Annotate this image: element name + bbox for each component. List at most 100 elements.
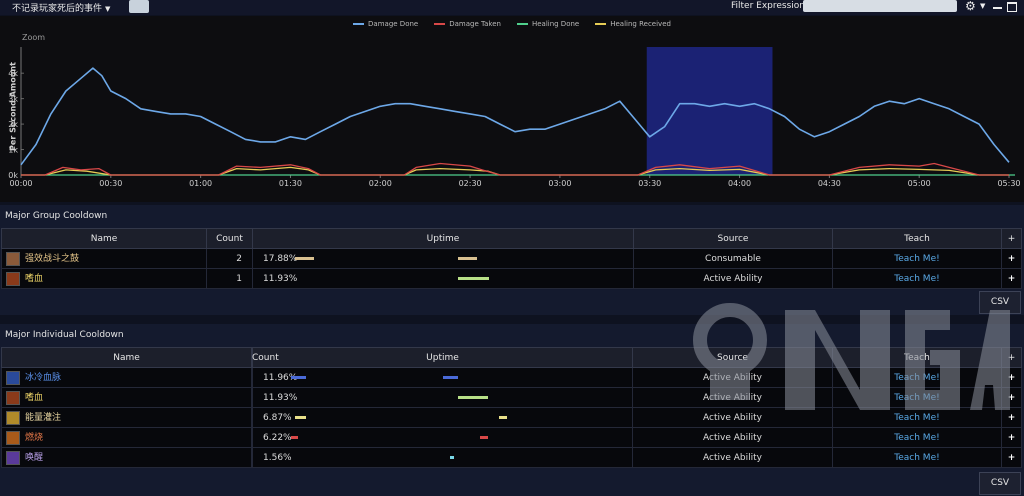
expand-row-button[interactable]: + (1001, 447, 1022, 468)
x-tick-label: 01:00 (189, 179, 212, 188)
spell-name[interactable]: 能量灌注 (25, 413, 62, 424)
uptime-bar (442, 376, 458, 379)
teach-me-link[interactable]: Teach Me! (894, 452, 940, 463)
y-tick-label: 1k (8, 146, 18, 155)
chart-legend: Damage Done Damage Taken Healing Done Heali… (0, 20, 1024, 28)
uptime-cell: 6.87% (252, 407, 633, 428)
spell-name[interactable]: 嗜血 (25, 274, 44, 285)
uptime-cell: 6.22% (252, 427, 633, 448)
uptime-bar (290, 376, 307, 379)
expand-row-button[interactable]: + (1001, 248, 1022, 269)
legend-label: Healing Done (531, 20, 580, 28)
x-tick-label: 04:30 (818, 179, 841, 188)
group-cooldown-title: Major Group Cooldown (5, 211, 108, 221)
teach-cell: Teach Me! (832, 367, 1002, 388)
col-header-source[interactable]: Source (633, 228, 833, 249)
x-tick-label: 00:00 (9, 179, 32, 188)
y-tick-label: 0k (8, 171, 18, 180)
cooldown-name-cell: 嗜血 (1, 268, 207, 289)
y-tick-label: 4k (8, 69, 18, 78)
spell-name[interactable]: 强效战斗之鼓 (25, 254, 80, 265)
csv-export-button[interactable]: CSV (979, 291, 1021, 314)
spell-name[interactable]: 冰冷血脉 (25, 373, 62, 384)
col-header-name[interactable]: Name (1, 347, 252, 368)
col-header-expand[interactable]: + (1001, 228, 1022, 249)
expand-row-button[interactable]: + (1001, 387, 1022, 408)
uptime-percent: 11.96% (263, 372, 298, 383)
x-tick-label: 04:00 (728, 179, 751, 188)
legend-item[interactable]: Damage Done (353, 20, 418, 28)
top-toolbar: 不记录玩家死后的事件 ▼ Filter Expression: ⚙ ▼ (0, 0, 1024, 15)
uptime-cell: 11.93% (252, 387, 633, 408)
col-header-teach[interactable]: Teach (832, 228, 1002, 249)
count-cell: 1 (206, 268, 253, 289)
col-header-uptime[interactable]: Uptime (252, 228, 634, 249)
legend-swatch (516, 23, 528, 25)
maximize-icon[interactable] (1007, 2, 1017, 12)
legend-label: Damage Done (368, 20, 419, 28)
legend-item[interactable]: Healing Received (595, 20, 671, 28)
uptime-bar (294, 257, 314, 260)
teach-cell: Teach Me! (832, 248, 1002, 269)
cooldown-name-cell: 能量灌注 (1, 407, 252, 428)
source-cell: Consumable (633, 248, 833, 269)
uptime-percent: 1.56% (263, 452, 292, 463)
col-header-name[interactable]: Name (1, 228, 207, 249)
spell-icon (6, 410, 20, 425)
spell-name[interactable]: 唤醒 (25, 453, 44, 464)
spell-name[interactable]: 燃烧 (25, 433, 44, 444)
expand-row-button[interactable]: + (1001, 367, 1022, 388)
teach-me-link[interactable]: Teach Me! (894, 273, 940, 284)
col-header-uptime[interactable]: Uptime (252, 347, 633, 368)
legend-item[interactable]: Healing Done (516, 20, 580, 28)
col-header-source[interactable]: Source (632, 347, 833, 368)
count-cell: 2 (206, 248, 253, 269)
col-header-count[interactable]: Count (206, 228, 253, 249)
csv-export-button[interactable]: CSV (979, 472, 1021, 495)
teach-me-link[interactable]: Teach Me! (894, 412, 940, 423)
damage-chart-panel: Damage Done Damage Taken Healing Done Heali… (0, 16, 1024, 202)
minimize-icon[interactable] (993, 7, 1002, 9)
teach-me-link[interactable]: Teach Me! (894, 372, 940, 383)
col-header-teach[interactable]: Teach (832, 347, 1002, 368)
teach-cell: Teach Me! (832, 387, 1002, 408)
event-filter-dropdown[interactable]: 不记录玩家死后的事件 ▼ (12, 1, 110, 14)
expand-row-button[interactable]: + (1001, 407, 1022, 428)
expand-row-button[interactable]: + (1001, 427, 1022, 448)
spell-name[interactable]: 嗜血 (25, 393, 44, 404)
zoom-button[interactable]: Zoom (22, 33, 46, 42)
settings-chevron-down-icon[interactable]: ▼ (980, 2, 986, 10)
uptime-bar (499, 416, 507, 419)
col-header-expand[interactable]: + (1001, 347, 1022, 368)
uptime-bar (290, 436, 299, 439)
group-cooldown-section: Major Group Cooldown Name Count Uptime S… (0, 205, 1024, 315)
uptime-cell: 11.96% (252, 367, 633, 388)
teach-me-link[interactable]: Teach Me! (894, 432, 940, 443)
uptime-bar (458, 277, 489, 280)
x-tick-label: 03:00 (548, 179, 571, 188)
individual-cooldown-section: Major Individual Cooldown Name Count Upt… (0, 324, 1024, 496)
line-chart[interactable]: 0k 1k 2k 3k 4k 00:00 00:30 01:00 01:30 02:00 02:30… (0, 16, 1024, 202)
table-row: 强效战斗之鼓 2 17.88% Consumable Teach Me! + (1, 248, 1022, 269)
teach-cell: Teach Me! (832, 407, 1002, 428)
uptime-percent: 6.22% (263, 432, 292, 443)
y-tick-label: 2k (8, 120, 18, 129)
spell-icon (6, 390, 20, 405)
spell-icon (6, 251, 20, 266)
uptime-percent: 11.93% (263, 273, 298, 284)
legend-label: Healing Received (610, 20, 671, 28)
gear-icon[interactable]: ⚙ (965, 0, 976, 13)
legend-item[interactable]: Damage Taken (434, 20, 501, 28)
expand-row-button[interactable]: + (1001, 268, 1022, 289)
teach-me-link[interactable]: Teach Me! (894, 392, 940, 403)
filter-expression-input[interactable] (803, 0, 957, 12)
filter-expression-label: Filter Expression: (731, 1, 809, 11)
uptime-bar (294, 416, 307, 419)
event-filter-toggle[interactable] (129, 0, 149, 13)
source-cell: Active Ability (632, 387, 833, 408)
teach-me-link[interactable]: Teach Me! (894, 253, 940, 264)
teach-cell: Teach Me! (832, 427, 1002, 448)
